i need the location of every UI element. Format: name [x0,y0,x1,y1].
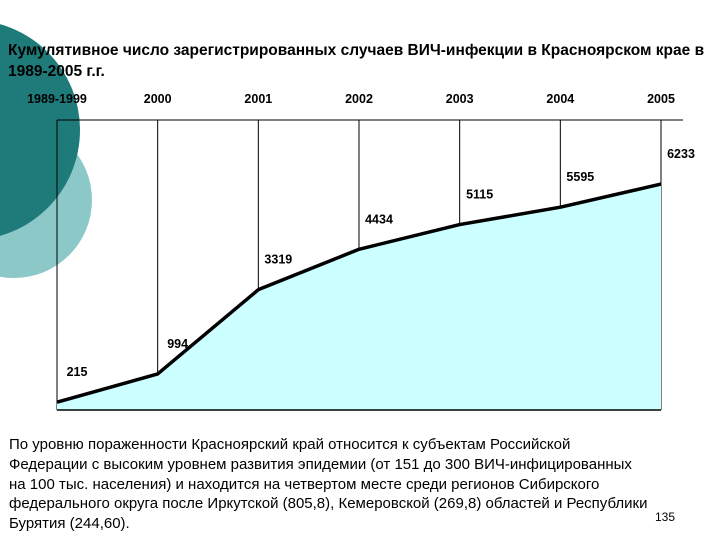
tick-label-0: 1989-1999 [27,92,87,106]
data-label-5: 5595 [566,170,594,184]
tick-label-1: 2000 [144,92,172,106]
body-text: По уровню пораженности Красноярский край… [9,436,648,533]
tick-label-4: 2003 [446,92,474,106]
slide-title: Кумулятивное число зарегистрированных сл… [8,42,705,80]
tick-label-layer: 1989-1999 2000 2001 2002 2003 2004 2005 [27,92,675,106]
data-label-4: 5115 [466,188,493,202]
area-layer [56,182,662,411]
series-line [56,182,662,404]
tick-label-6: 2005 [647,92,675,106]
data-label-2: 3319 [264,253,292,267]
area-fill [57,184,661,410]
data-label-1: 994 [167,337,188,351]
page-number: 135 [655,510,676,524]
data-label-3: 4434 [365,212,393,226]
data-label-6: 6233 [667,147,695,161]
data-label-0: 215 [67,365,88,379]
tick-label-5: 2004 [546,92,574,106]
tick-label-2: 2001 [244,92,272,106]
data-label-layer: 215 994 3319 4434 5115 5595 6233 [67,147,695,379]
tick-label-3: 2002 [345,92,373,106]
decor-dark-circle [0,24,80,236]
